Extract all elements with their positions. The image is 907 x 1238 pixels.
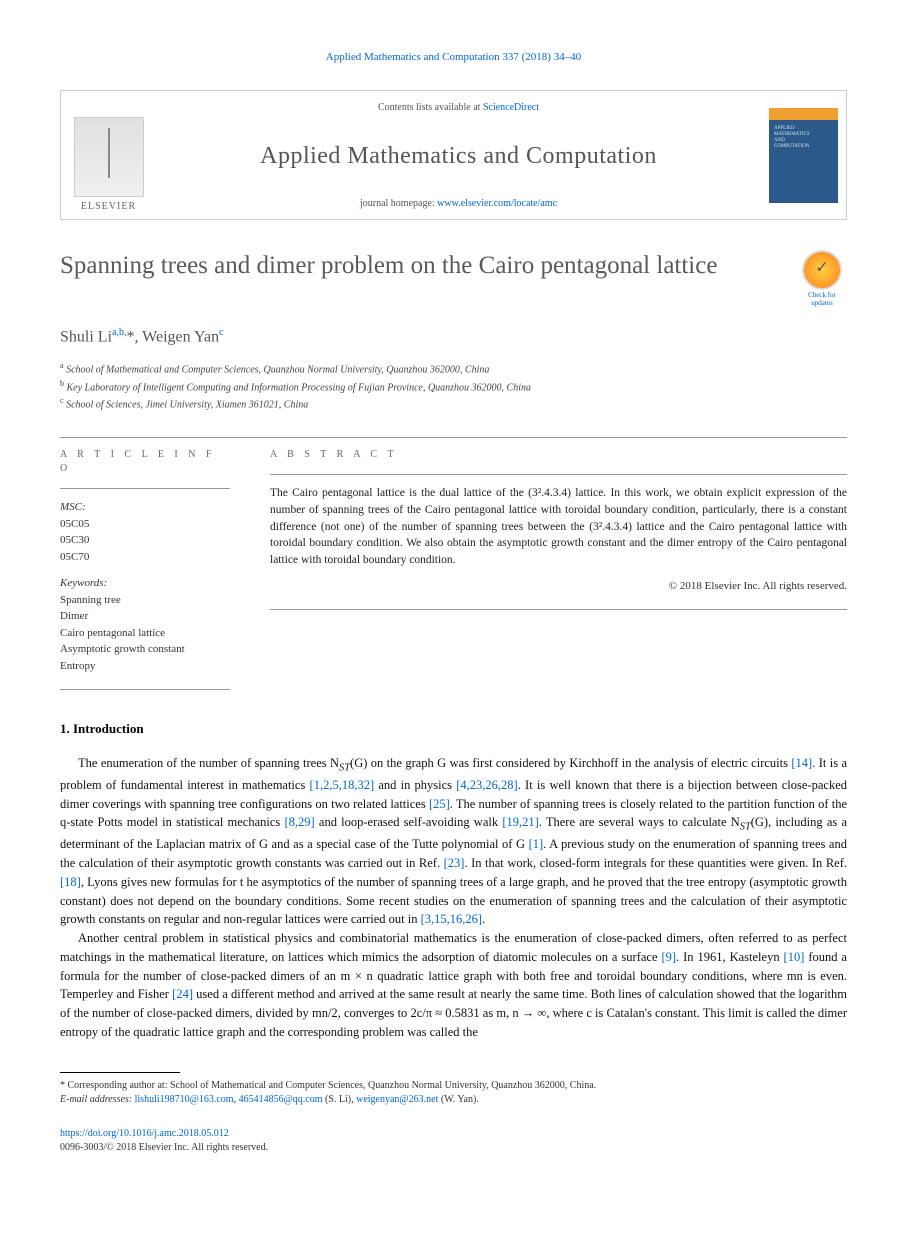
- authors-line: Shuli Lia,b,*, Weigen Yanc: [60, 326, 847, 349]
- msc-label: MSC:: [60, 499, 230, 516]
- keyword: Spanning tree: [60, 592, 230, 609]
- citation-ref[interactable]: [23]: [444, 856, 465, 870]
- email-label: E-mail addresses:: [60, 1094, 132, 1105]
- issn-copyright-line: 0096-3003/© 2018 Elsevier Inc. All right…: [60, 1142, 268, 1153]
- keyword: Dimer: [60, 608, 230, 625]
- affiliation-line: a School of Mathematical and Computer Sc…: [60, 360, 847, 377]
- corresponding-author-footnote: * Corresponding author at: School of Mat…: [60, 1079, 847, 1107]
- citation-ref[interactable]: [1,2,5,18,32]: [310, 778, 375, 792]
- page-footer: https://doi.org/10.1016/j.amc.2018.05.01…: [60, 1127, 847, 1155]
- homepage-line: journal homepage: www.elsevier.com/locat…: [166, 197, 751, 211]
- author-email-link[interactable]: 465414856@qq.com: [239, 1094, 323, 1105]
- sciencedirect-link[interactable]: ScienceDirect: [483, 102, 539, 113]
- homepage-prefix: journal homepage:: [360, 198, 437, 209]
- abstract-column: A B S T R A C T The Cairo pentagonal lat…: [250, 437, 847, 690]
- crossmark-badge-icon: [802, 250, 842, 290]
- section-1-heading: 1. Introduction: [60, 720, 847, 738]
- affiliations-block: a School of Mathematical and Computer Sc…: [60, 360, 847, 412]
- running-head-journal: Applied Mathematics and Computation: [326, 51, 500, 63]
- crossmark-label: Check for updates: [797, 292, 847, 307]
- abstract-text: The Cairo pentagonal lattice is the dual…: [270, 485, 847, 568]
- section-title: Introduction: [73, 721, 144, 736]
- citation-ref[interactable]: [9]: [661, 950, 676, 964]
- crossmark-widget[interactable]: Check for updates: [797, 250, 847, 307]
- running-head: Applied Mathematics and Computation 337 …: [60, 50, 847, 65]
- keyword: Cairo pentagonal lattice: [60, 625, 230, 642]
- corresponding-text: Corresponding author at: School of Mathe…: [68, 1080, 597, 1091]
- affiliation-line: c School of Sciences, Jimei University, …: [60, 395, 847, 412]
- footnote-rule: [60, 1072, 180, 1073]
- subscript: ST: [740, 822, 751, 833]
- citation-ref[interactable]: [10]: [784, 950, 805, 964]
- citation-ref[interactable]: [19,21]: [502, 815, 538, 829]
- keyword: Asymptotic growth constant: [60, 641, 230, 658]
- msc-code: 05C30: [60, 532, 230, 549]
- journal-name: Applied Mathematics and Computation: [166, 140, 751, 174]
- article-info-label: A R T I C L E I N F O: [60, 448, 230, 476]
- keyword: Entropy: [60, 658, 230, 675]
- running-head-citation: 337 (2018) 34–40: [502, 51, 581, 63]
- homepage-link[interactable]: www.elsevier.com/locate/amc: [437, 198, 557, 209]
- author-email-link[interactable]: lishuli198710@163.com: [135, 1094, 234, 1105]
- elsevier-tree-icon: [74, 117, 144, 197]
- author-email-link[interactable]: weigenyan@263.net: [356, 1094, 438, 1105]
- publisher-label: ELSEVIER: [81, 200, 136, 214]
- contents-available-line: Contents lists available at ScienceDirec…: [166, 101, 751, 115]
- citation-ref[interactable]: [4,23,26,28]: [456, 778, 517, 792]
- journal-cover-block: APPLIED MATHEMATICS AND COMPUTATION: [761, 91, 846, 219]
- page-container: Applied Mathematics and Computation 337 …: [0, 0, 907, 1195]
- citation-ref[interactable]: [1]: [529, 837, 544, 851]
- citation-ref[interactable]: [14]: [791, 756, 812, 770]
- affiliation-line: b Key Laboratory of Intelligent Computin…: [60, 378, 847, 395]
- cover-text: APPLIED MATHEMATICS AND COMPUTATION: [774, 126, 810, 150]
- journal-cover-thumbnail: APPLIED MATHEMATICS AND COMPUTATION: [769, 108, 838, 203]
- article-info-column: A R T I C L E I N F O MSC: 05C0505C3005C…: [60, 437, 250, 690]
- citation-ref[interactable]: [18]: [60, 875, 81, 889]
- citation-ref[interactable]: [24]: [172, 987, 193, 1001]
- abstract-label: A B S T R A C T: [270, 448, 847, 462]
- journal-masthead: ELSEVIER Contents lists available at Sci…: [60, 90, 847, 220]
- msc-code: 05C70: [60, 549, 230, 566]
- footnote-marker: *: [60, 1080, 65, 1091]
- publisher-logo-block: ELSEVIER: [61, 91, 156, 219]
- contents-prefix: Contents lists available at: [378, 102, 483, 113]
- citation-ref[interactable]: [8,29]: [284, 815, 314, 829]
- title-block: Spanning trees and dimer problem on the …: [60, 250, 847, 307]
- article-title: Spanning trees and dimer problem on the …: [60, 250, 777, 281]
- body-paragraph-1: The enumeration of the number of spannin…: [60, 754, 847, 930]
- doi-link[interactable]: https://doi.org/10.1016/j.amc.2018.05.01…: [60, 1128, 229, 1139]
- msc-block: MSC: 05C0505C3005C70 Keywords: Spanning …: [60, 499, 230, 674]
- keywords-label: Keywords:: [60, 575, 230, 592]
- msc-code: 05C05: [60, 516, 230, 533]
- body-paragraph-2: Another central problem in statistical p…: [60, 929, 847, 1042]
- info-abstract-row: A R T I C L E I N F O MSC: 05C0505C3005C…: [60, 437, 847, 690]
- section-number: 1.: [60, 721, 70, 736]
- citation-ref[interactable]: [25]: [429, 797, 450, 811]
- abstract-copyright: © 2018 Elsevier Inc. All rights reserved…: [270, 579, 847, 594]
- citation-ref[interactable]: [3,15,16,26]: [421, 912, 482, 926]
- subscript: ST: [339, 762, 350, 773]
- masthead-center: Contents lists available at ScienceDirec…: [156, 91, 761, 219]
